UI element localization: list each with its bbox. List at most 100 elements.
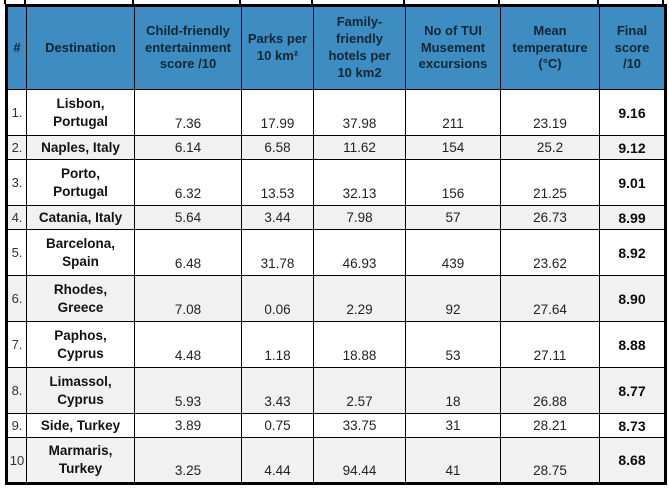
destination-ranking-table: # Destination Child-friendly entertainme…: [5, 4, 667, 485]
cell-entertainment: 6.14: [134, 135, 242, 160]
cell-excursions: 439: [405, 229, 501, 276]
column-boundary-tick: [498, 0, 500, 4]
cell-temperature: 21.25: [500, 159, 600, 206]
cell-parks: 4.44: [241, 437, 314, 484]
col-header-final-score: Final score /10: [599, 5, 666, 90]
cell-final: 8.99: [599, 205, 666, 230]
cell-temperature: 23.62: [500, 229, 600, 276]
cell-temperature: 28.21: [500, 413, 600, 438]
cell-hotels: 18.88: [313, 321, 406, 368]
cell-entertainment: 3.25: [134, 437, 242, 484]
table-row: 6. Rhodes, Greece 7.08 0.06 2.29 92 27.6…: [6, 275, 666, 322]
cell-final: 8.88: [599, 321, 666, 368]
cell-parks: 6.58: [241, 135, 314, 160]
cell-excursions: 57: [405, 205, 501, 230]
cell-hotels: 46.93: [313, 229, 406, 276]
cell-parks: 13.53: [241, 159, 314, 206]
cell-num: 5.: [6, 229, 27, 276]
cell-parks: 17.99: [241, 89, 314, 136]
cell-final: 9.16: [599, 89, 666, 136]
cell-final: 8.92: [599, 229, 666, 276]
cell-hotels: 37.98: [313, 89, 406, 136]
cell-parks: 3.43: [241, 367, 314, 414]
header-row: # Destination Child-friendly entertainme…: [6, 5, 666, 90]
cell-parks: 0.75: [241, 413, 314, 438]
table-row: 1. Lisbon, Portugal 7.36 17.99 37.98 211…: [6, 89, 666, 136]
column-boundary-tick: [597, 0, 599, 4]
cell-entertainment: 5.64: [134, 205, 242, 230]
col-header-excursions: No of TUI Musement excursions: [405, 5, 501, 90]
column-boundary-tick: [239, 0, 241, 4]
table-row: 9. Side, Turkey 3.89 0.75 33.75 31 28.21…: [6, 413, 666, 438]
cell-parks: 0.06: [241, 275, 314, 322]
table-row: 2. Naples, Italy 6.14 6.58 11.62 154 25.…: [6, 135, 666, 160]
cell-final: 9.12: [599, 135, 666, 160]
cell-destination: Barcelona, Spain: [26, 229, 135, 276]
cell-temperature: 23.19: [500, 89, 600, 136]
col-header-destination: Destination: [26, 5, 135, 90]
cell-hotels: 11.62: [313, 135, 406, 160]
cropped-row-remnant: [0, 0, 669, 4]
cell-final: 8.73: [599, 413, 666, 438]
cell-entertainment: 3.89: [134, 413, 242, 438]
cell-parks: 31.78: [241, 229, 314, 276]
column-boundary-tick: [662, 0, 664, 4]
table-row: 4. Catania, Italy 5.64 3.44 7.98 57 26.7…: [6, 205, 666, 230]
cell-destination: Porto, Portugal: [26, 159, 135, 206]
cell-num: 6.: [6, 275, 27, 322]
cell-destination: Catania, Italy: [26, 205, 135, 230]
col-header-rank: #: [6, 5, 27, 90]
cell-entertainment: 5.93: [134, 367, 242, 414]
cell-final: 8.68: [599, 437, 666, 484]
cell-num: 7.: [6, 321, 27, 368]
cell-temperature: 28.75: [500, 437, 600, 484]
cell-excursions: 92: [405, 275, 501, 322]
cell-final: 8.77: [599, 367, 666, 414]
cell-destination: Paphos, Cyprus: [26, 321, 135, 368]
cell-entertainment: 6.48: [134, 229, 242, 276]
cell-final: 8.90: [599, 275, 666, 322]
cell-excursions: 154: [405, 135, 501, 160]
col-header-parks: Parks per 10 km²: [241, 5, 314, 90]
cell-num: 2.: [6, 135, 27, 160]
cell-parks: 3.44: [241, 205, 314, 230]
column-boundary-tick: [24, 0, 26, 4]
table-row: 7. Paphos, Cyprus 4.48 1.18 18.88 53 27.…: [6, 321, 666, 368]
cell-destination: Side, Turkey: [26, 413, 135, 438]
table-body: 1. Lisbon, Portugal 7.36 17.99 37.98 211…: [6, 89, 666, 484]
cell-num: 10: [6, 437, 27, 484]
cell-temperature: 26.73: [500, 205, 600, 230]
cell-temperature: 25.2: [500, 135, 600, 160]
cell-parks: 1.18: [241, 321, 314, 368]
cell-temperature: 27.11: [500, 321, 600, 368]
cell-hotels: 32.13: [313, 159, 406, 206]
col-header-entertainment: Child-friendly entertainment score /10: [134, 5, 242, 90]
cell-entertainment: 7.36: [134, 89, 242, 136]
table-row: 8. Limassol, Cyprus 5.93 3.43 2.57 18 26…: [6, 367, 666, 414]
cell-destination: Lisbon, Portugal: [26, 89, 135, 136]
cell-destination: Rhodes, Greece: [26, 275, 135, 322]
cell-excursions: 53: [405, 321, 501, 368]
table-row: 5. Barcelona, Spain 6.48 31.78 46.93 439…: [6, 229, 666, 276]
column-boundary-tick: [403, 0, 405, 4]
column-boundary-tick: [311, 0, 313, 4]
cell-excursions: 41: [405, 437, 501, 484]
cell-entertainment: 6.32: [134, 159, 242, 206]
cell-destination: Marmaris, Turkey: [26, 437, 135, 484]
table-row: 10 Marmaris, Turkey 3.25 4.44 94.44 41 2…: [6, 437, 666, 484]
cell-hotels: 2.57: [313, 367, 406, 414]
cell-hotels: 2.29: [313, 275, 406, 322]
cell-excursions: 18: [405, 367, 501, 414]
cell-entertainment: 4.48: [134, 321, 242, 368]
cell-entertainment: 7.08: [134, 275, 242, 322]
cell-num: 1.: [6, 89, 27, 136]
cell-final: 9.01: [599, 159, 666, 206]
cell-temperature: 26.88: [500, 367, 600, 414]
table-row: 3. Porto, Portugal 6.32 13.53 32.13 156 …: [6, 159, 666, 206]
col-header-temperature: Mean temperature (°C): [500, 5, 600, 90]
cell-excursions: 211: [405, 89, 501, 136]
col-header-hotels: Family- friendly hotels per 10 km2: [313, 5, 406, 90]
column-boundary-tick: [132, 0, 134, 4]
cell-hotels: 94.44: [313, 437, 406, 484]
